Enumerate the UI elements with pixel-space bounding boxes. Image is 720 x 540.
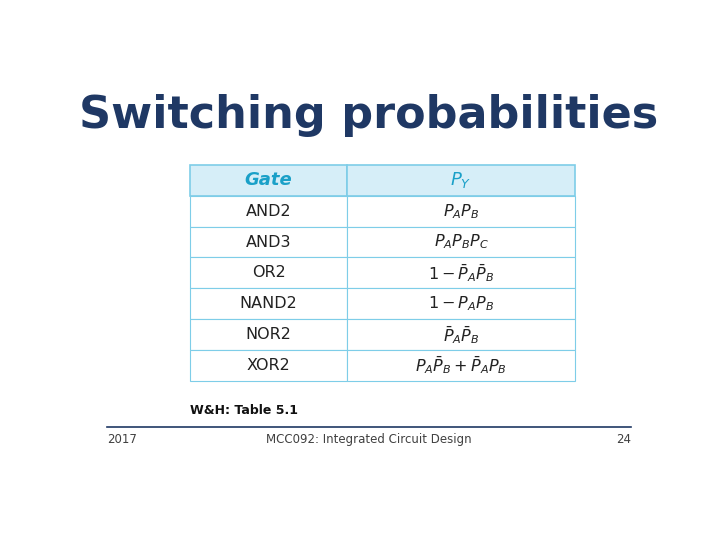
FancyBboxPatch shape [347,196,575,227]
FancyBboxPatch shape [190,227,347,258]
FancyBboxPatch shape [347,350,575,381]
FancyBboxPatch shape [190,258,347,288]
Text: AND3: AND3 [246,234,292,249]
FancyBboxPatch shape [347,288,575,319]
Text: $P_A P_B$: $P_A P_B$ [443,202,480,220]
FancyBboxPatch shape [347,319,575,350]
Text: NAND2: NAND2 [240,296,297,311]
FancyBboxPatch shape [190,350,347,381]
Text: OR2: OR2 [252,265,285,280]
FancyBboxPatch shape [347,258,575,288]
Text: $\bar{P}_A\bar{P}_B$: $\bar{P}_A\bar{P}_B$ [443,323,480,346]
Text: $P_A P_B P_C$: $P_A P_B P_C$ [433,233,489,252]
FancyBboxPatch shape [190,319,347,350]
Text: MCC092: Integrated Circuit Design: MCC092: Integrated Circuit Design [266,433,472,446]
Text: W&H: Table 5.1: W&H: Table 5.1 [190,404,299,417]
Text: $1 - \bar{P}_A\bar{P}_B$: $1 - \bar{P}_A\bar{P}_B$ [428,262,495,284]
Text: XOR2: XOR2 [247,358,290,373]
Text: $1 - P_A P_B$: $1 - P_A P_B$ [428,294,494,313]
FancyBboxPatch shape [347,165,575,196]
Text: 24: 24 [616,433,631,446]
FancyBboxPatch shape [190,288,347,319]
Text: Switching probabilities: Switching probabilities [79,94,659,137]
Text: Gate: Gate [245,171,292,189]
FancyBboxPatch shape [190,196,347,227]
FancyBboxPatch shape [190,165,347,196]
Text: $P_A\bar{P}_B + \bar{P}_A P_B$: $P_A\bar{P}_B + \bar{P}_A P_B$ [415,354,507,376]
Text: 2017: 2017 [107,433,137,446]
Text: $P_Y$: $P_Y$ [451,170,472,190]
Text: NOR2: NOR2 [246,327,292,342]
Text: AND2: AND2 [246,204,292,219]
FancyBboxPatch shape [347,227,575,258]
